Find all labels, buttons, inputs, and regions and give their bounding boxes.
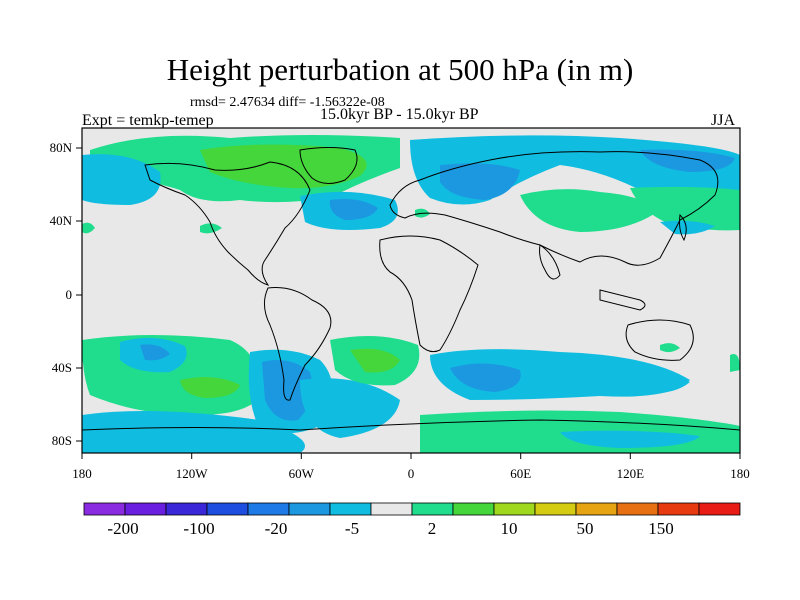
lon-tick-label: 60E [510,466,531,481]
colorbar-swatch [616,502,659,516]
india-coast [539,244,561,280]
season-label: JJA [711,112,736,129]
colorbar-label: -200 [107,519,138,538]
colorbar-swatch [165,502,208,516]
indonesia-coast [599,289,646,311]
colorbar-swatch [575,502,618,516]
colorbar-label: -100 [183,519,214,538]
antarctica-coast [82,419,740,431]
north-america-coast [144,161,311,286]
lat-tick-label: 80S [52,433,72,448]
contour-blue-dark-indian-ocean [450,363,521,392]
colorbar-swatch [411,502,454,516]
lon-tick-label: 120E [617,466,645,481]
lon-tick-label: 60W [289,466,315,481]
colorbar-swatch [247,502,290,516]
contour-blue-australia-south [620,373,690,395]
colorbar-label: 2 [428,519,437,538]
colorbar-swatch [206,502,249,516]
contour-green-bright-greenland [200,144,367,189]
contour-blue-dark-siberia [440,163,520,200]
contour-green-bright-sw-pacific [180,376,240,398]
contour-blue-antarctic-east [560,430,700,448]
contour-green-bright-south-atlantic [350,348,400,373]
colorbar-swatch [657,502,700,516]
contour-green-east-south [730,354,740,372]
contour-blue-arctic-west [82,154,161,205]
lat-tick-label: 0 [66,287,73,302]
lat-tick-label: 40S [52,360,72,375]
colorbar-labels: -200 -100 -20 -5 2 10 50 150 [107,519,673,538]
greenland-coast [299,147,358,184]
colorbar-swatch [288,502,331,516]
colorbar-swatch [534,502,577,516]
colorbar-label: -20 [265,519,288,538]
colorbar-swatch [83,502,126,516]
subtitle: 15.0kyr BP - 15.0kyr BP [320,106,479,123]
lat-axis: 80N 40N 0 40S 80S [50,140,82,448]
contour-green-mid-pacific [200,223,222,234]
colorbar-swatch [452,502,495,516]
africa-coast [379,235,479,353]
colorbar-swatch [493,502,536,516]
figure-title: Height perturbation at 500 hPa (in m) [166,52,634,87]
lon-tick-label: 180 [730,466,750,481]
contour-blue-antarctic-pacific [82,411,305,453]
contour-blue-south-atlantic [300,378,400,438]
contour-blue-north-pacific [660,220,715,235]
contour-blue-dark-north-atlantic [329,199,378,220]
contour-blue-dark-sw-pacific [140,344,170,361]
contour-fill-layer [82,128,740,453]
colorbar-label: 150 [648,519,674,538]
coastline-layer [82,147,740,431]
colorbar-swatch [329,502,372,516]
colorbar-swatch [698,502,741,516]
lon-axis: 180 120W 60W 0 60E 120E 180 [72,453,750,481]
colorbar-label: 10 [501,519,518,538]
contour-green-west-pacific-south [82,343,105,363]
contour-green-central-asia [520,189,660,232]
experiment-label: Expt = temkp-temep [82,112,214,129]
south-america-coast [264,287,332,401]
lon-tick-label: 180 [72,466,92,481]
colorbar [83,502,741,516]
stats-label: rmsd= 2.47634 diff= -1.56322e-08 [190,95,385,110]
europe-asia-coast [389,151,719,266]
lat-tick-label: 80N [50,140,73,155]
australia-coast [625,319,694,361]
lat-tick-label: 40N [50,213,73,228]
lon-tick-label: 0 [408,466,415,481]
colorbar-swatch [124,502,167,516]
colorbar-label: -5 [345,519,359,538]
lon-tick-label: 120W [176,466,209,481]
japan-coast [679,213,687,242]
contour-green-east-pacific [82,222,95,234]
colorbar-label: 50 [577,519,594,538]
contour-green-indian-small [660,343,680,353]
colorbar-swatch [370,502,413,516]
